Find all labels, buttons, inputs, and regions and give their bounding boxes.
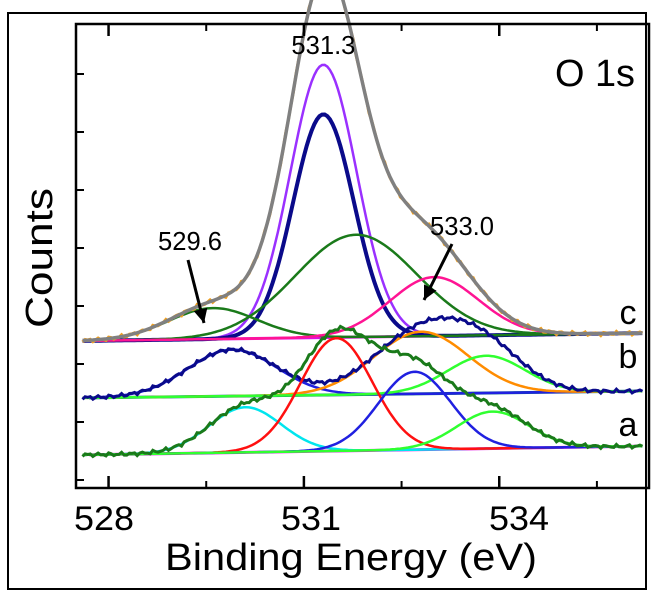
spectrum-label-b: b [619, 338, 638, 376]
arrow-533-0-head [424, 284, 437, 300]
envelope-c [82, 0, 643, 343]
raw-data-c [81, 0, 644, 344]
annotation-peak-529-6: 529.6 [158, 226, 222, 256]
y-axis-label: Counts [19, 188, 61, 328]
annotation-peak-531-3: 531.3 [291, 30, 355, 60]
figure-frame [7, 12, 647, 590]
x-tick-label-534: 534 [489, 500, 549, 538]
spectrum-label-c: c [620, 294, 637, 332]
panel-label: O 1s [555, 53, 635, 95]
x-axis-label: Binding Energy (eV) [165, 537, 537, 579]
x-tick-label-528: 528 [74, 500, 134, 538]
spectrum-label-a: a [619, 406, 638, 444]
x-tick-label-531: 531 [281, 500, 341, 538]
axis-ticks [76, 24, 598, 488]
arrow-529-6-head [193, 307, 208, 323]
plot-area-border [74, 22, 651, 490]
component-b-2 [82, 354, 643, 400]
annotations: 531.3 529.6 533.0 [158, 30, 494, 324]
spectra-curves [81, 0, 644, 459]
envelope-a [81, 324, 644, 459]
component-c-0 [82, 63, 643, 343]
annotation-peak-533-0: 533.0 [430, 211, 494, 241]
